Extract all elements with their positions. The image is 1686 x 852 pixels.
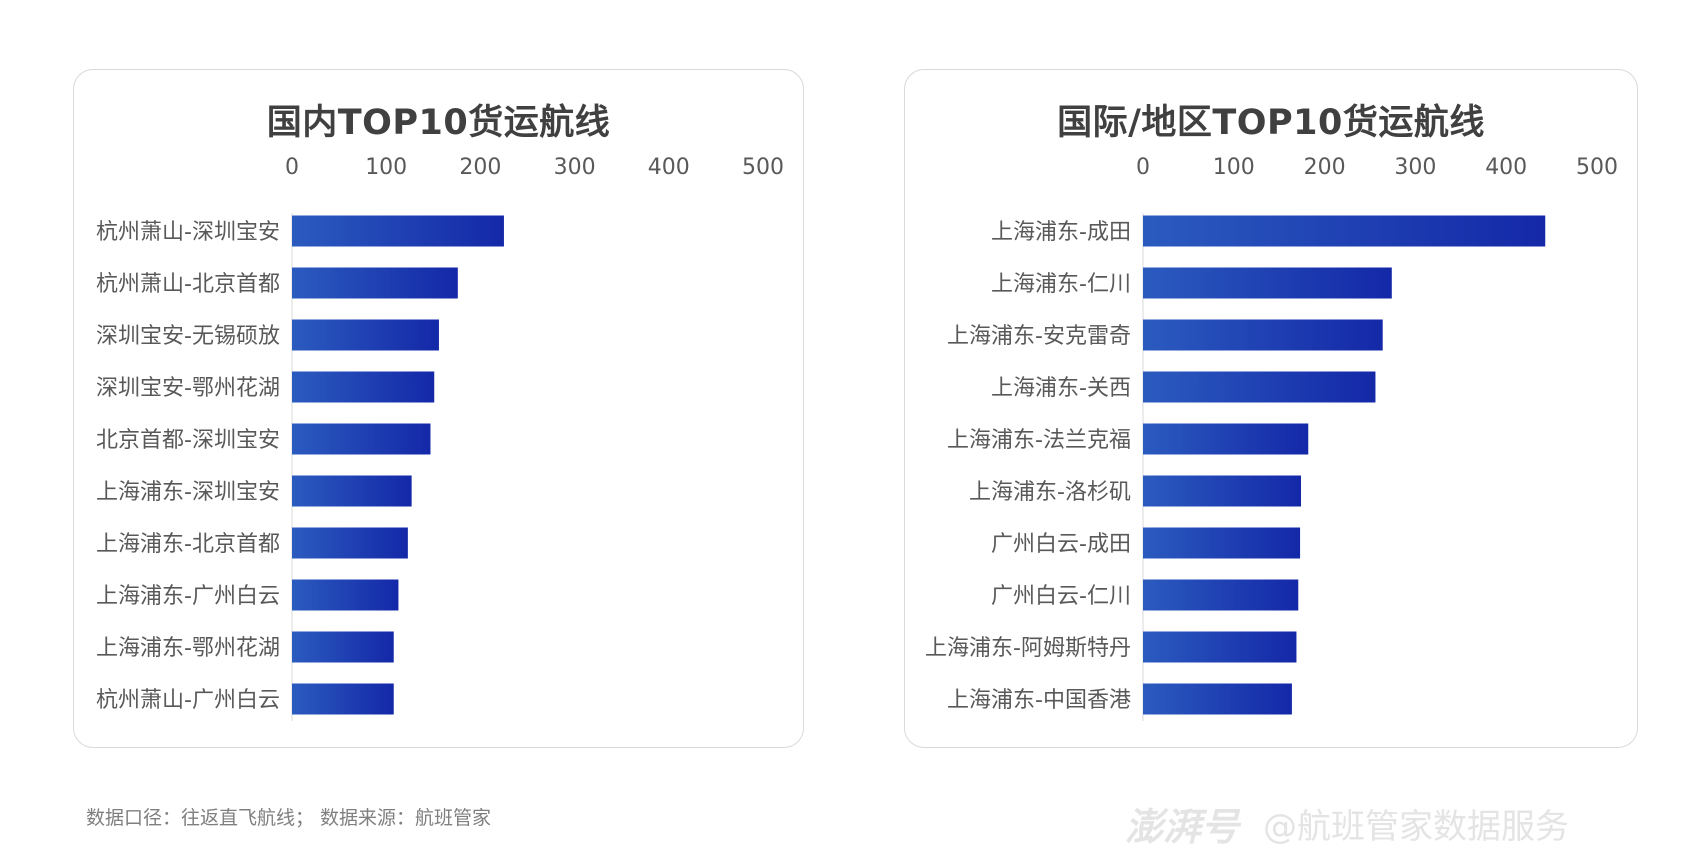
data-source-note: 数据口径：往返直飞航线； 数据来源：航班管家 xyxy=(86,807,492,829)
bar xyxy=(292,215,504,247)
category-label: 上海浦东-关西 xyxy=(991,376,1131,401)
category-label: 上海浦东-广州白云 xyxy=(96,584,280,609)
x-tick-label: 400 xyxy=(648,155,690,180)
bar-chart-domestic: 0 100 200 300 400 500 杭州萧山-深圳宝安杭州萧山-北京首都深圳宝安-无… xyxy=(96,155,784,721)
category-label: 深圳宝安-无锡硕放 xyxy=(96,324,280,349)
x-tick-label: 300 xyxy=(554,155,596,180)
chart-title: 国际/地区TOP10货运航线 xyxy=(1057,103,1485,143)
x-tick-label: 0 xyxy=(1136,155,1150,180)
category-label: 上海浦东-洛杉矶 xyxy=(969,480,1131,505)
category-label: 上海浦东-北京首都 xyxy=(96,532,280,557)
bar xyxy=(292,319,439,351)
category-label: 上海浦东-鄂州花湖 xyxy=(96,636,280,661)
category-label: 上海浦东-仁川 xyxy=(991,272,1131,297)
x-tick-label: 200 xyxy=(459,155,501,180)
bar xyxy=(292,527,408,559)
category-label: 上海浦东-法兰克福 xyxy=(947,428,1131,453)
bar xyxy=(1143,527,1301,559)
category-label: 上海浦东-深圳宝安 xyxy=(96,480,280,505)
bar xyxy=(1143,631,1297,663)
bar xyxy=(292,423,431,455)
bar xyxy=(1143,319,1383,351)
x-tick-label: 500 xyxy=(742,155,784,180)
category-label: 杭州萧山-深圳宝安 xyxy=(96,220,280,245)
chart-title: 国内TOP10货运航线 xyxy=(266,103,611,143)
x-tick-label: 400 xyxy=(1485,155,1527,180)
bar xyxy=(1143,475,1301,507)
bar xyxy=(1143,371,1376,403)
watermark-text: @航班管家数据服务 xyxy=(1263,807,1570,847)
category-label: 上海浦东-成田 xyxy=(991,220,1131,245)
bar xyxy=(292,579,399,611)
watermark-logo: 澎湃号 xyxy=(1125,805,1240,849)
bar xyxy=(1143,267,1392,299)
bar xyxy=(292,267,458,299)
x-tick-label: 300 xyxy=(1394,155,1436,180)
category-label: 杭州萧山-广州白云 xyxy=(96,688,280,713)
bar xyxy=(1143,215,1546,247)
category-label: 上海浦东-中国香港 xyxy=(947,688,1131,713)
bar xyxy=(292,371,435,403)
x-tick-label: 200 xyxy=(1304,155,1346,180)
category-label: 北京首都-深圳宝安 xyxy=(96,428,280,453)
chart-card-domestic: 国内TOP10货运航线 0 100 200 300 400 500 杭州萧山-深圳宝安 杭州萧… xyxy=(73,69,804,748)
x-tick-label: 500 xyxy=(1576,155,1618,180)
bar-chart-international: 0 100 200 300 400 500上海浦东-成田上海浦东-仁川上海浦东-安克雷奇上… xyxy=(925,155,1618,721)
bar xyxy=(292,631,394,663)
watermark: 澎湃号 @航班管家数据服务 xyxy=(1125,796,1569,851)
category-label: 上海浦东-阿姆斯特丹 xyxy=(925,636,1131,661)
bar xyxy=(1143,683,1292,715)
bar xyxy=(292,475,412,507)
category-label: 上海浦东-安克雷奇 xyxy=(947,324,1131,349)
x-tick-label: 0 xyxy=(285,155,299,180)
chart-card-international: 国际/地区TOP10货运航线 0 100 200 300 400 500 上海浦东-成田 上海… xyxy=(904,69,1638,748)
category-label: 深圳宝安-鄂州花湖 xyxy=(96,376,280,401)
x-tick-label: 100 xyxy=(365,155,407,180)
bar xyxy=(1143,423,1309,455)
category-label: 杭州萧山-北京首都 xyxy=(96,272,280,297)
category-label: 广州白云-成田 xyxy=(991,532,1131,557)
bar xyxy=(292,683,394,715)
category-label: 广州白云-仁川 xyxy=(991,584,1131,609)
bar xyxy=(1143,579,1299,611)
x-tick-label: 100 xyxy=(1213,155,1255,180)
